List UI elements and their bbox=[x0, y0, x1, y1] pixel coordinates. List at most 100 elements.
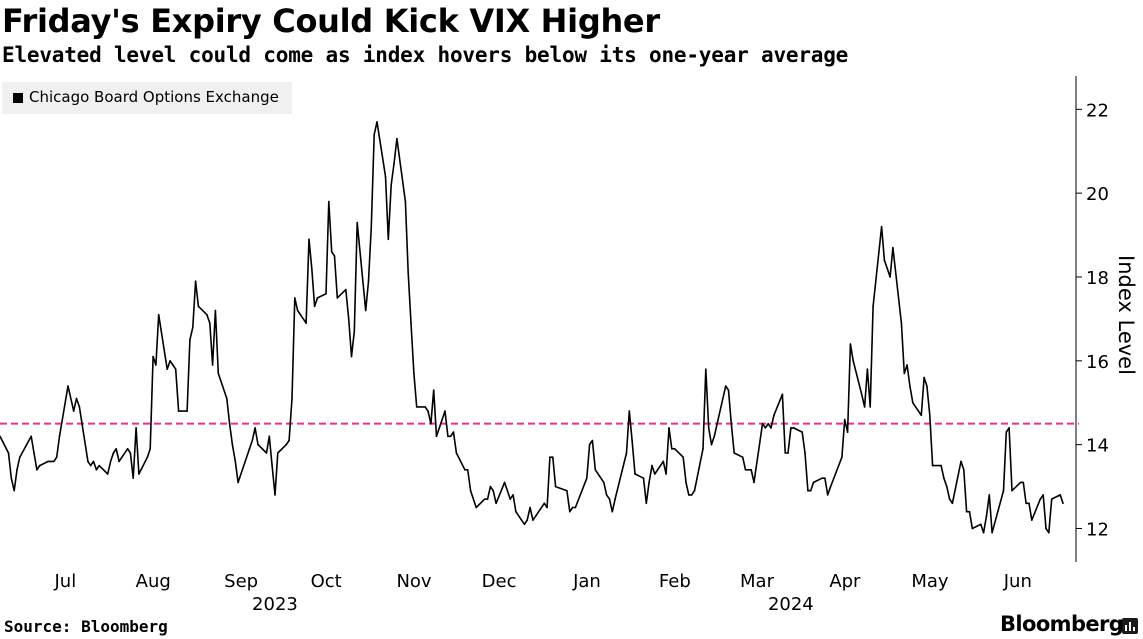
data-point bbox=[373, 133, 376, 136]
data-point bbox=[55, 456, 58, 459]
data-point bbox=[625, 452, 628, 454]
y-tick-label-22: 22 bbox=[1086, 100, 1109, 121]
data-point bbox=[271, 464, 273, 467]
data-point bbox=[526, 519, 528, 521]
data-point bbox=[1008, 427, 1010, 429]
source-note: Source: Bloomberg bbox=[4, 617, 168, 636]
data-point bbox=[608, 498, 611, 500]
data-point bbox=[72, 410, 75, 412]
data-point bbox=[860, 393, 863, 396]
data-point bbox=[129, 452, 132, 454]
data-point bbox=[988, 494, 991, 496]
data-point bbox=[982, 531, 985, 534]
data-point bbox=[194, 280, 197, 283]
data-point bbox=[804, 452, 806, 454]
data-point bbox=[251, 439, 254, 442]
data-point bbox=[466, 469, 469, 471]
data-point bbox=[705, 368, 707, 371]
data-point bbox=[733, 452, 735, 454]
legend: Chicago Board Options Exchange bbox=[2, 82, 292, 114]
x-tick-label-aug: Aug bbox=[136, 571, 171, 592]
data-point bbox=[308, 238, 310, 241]
data-point bbox=[951, 502, 954, 505]
data-point bbox=[980, 523, 982, 526]
x-tick-label-dec: Dec bbox=[482, 571, 517, 592]
data-point bbox=[651, 464, 653, 467]
data-point bbox=[554, 485, 557, 488]
data-point bbox=[744, 469, 747, 471]
data-point bbox=[291, 397, 293, 400]
data-point bbox=[503, 481, 506, 484]
data-point bbox=[50, 460, 52, 463]
data-point bbox=[257, 443, 259, 446]
data-point bbox=[0, 435, 1, 438]
data-point bbox=[268, 435, 271, 438]
data-point bbox=[552, 456, 554, 459]
data-point bbox=[909, 385, 911, 387]
data-point bbox=[790, 427, 792, 429]
data-point bbox=[330, 251, 333, 253]
data-point bbox=[189, 339, 191, 341]
data-point bbox=[807, 489, 809, 492]
data-point bbox=[960, 460, 962, 463]
data-point bbox=[336, 297, 339, 299]
data-point bbox=[475, 506, 478, 509]
data-point bbox=[430, 422, 432, 425]
data-point bbox=[846, 431, 849, 433]
data-point bbox=[965, 510, 968, 513]
data-point bbox=[449, 435, 452, 438]
data-point bbox=[447, 435, 449, 438]
data-point bbox=[237, 481, 239, 484]
data-point bbox=[435, 435, 438, 438]
data-point bbox=[730, 422, 733, 425]
data-point bbox=[432, 389, 435, 392]
x-tick-label-feb: Feb bbox=[659, 571, 691, 592]
data-point bbox=[946, 485, 948, 488]
data-point bbox=[285, 443, 288, 446]
data-point bbox=[157, 313, 160, 316]
data-point bbox=[1019, 481, 1022, 484]
data-point bbox=[33, 452, 35, 454]
data-point bbox=[58, 435, 61, 438]
data-point bbox=[506, 489, 509, 492]
data-point bbox=[152, 355, 154, 358]
data-point bbox=[452, 431, 455, 433]
data-point bbox=[16, 469, 18, 471]
data-point bbox=[1050, 498, 1053, 500]
data-point bbox=[353, 330, 356, 333]
data-point bbox=[821, 477, 823, 480]
data-point bbox=[843, 418, 846, 421]
data-point bbox=[574, 506, 577, 509]
data-point bbox=[172, 364, 174, 366]
data-point bbox=[784, 452, 786, 454]
data-point bbox=[197, 305, 200, 308]
data-point bbox=[971, 527, 974, 530]
data-point bbox=[931, 464, 934, 467]
data-point bbox=[254, 427, 256, 429]
data-point bbox=[903, 372, 906, 375]
data-point bbox=[13, 489, 15, 492]
data-point bbox=[671, 448, 673, 450]
data-point bbox=[920, 414, 923, 417]
x-tick-label-apr: Apr bbox=[829, 571, 861, 592]
data-point bbox=[112, 452, 115, 454]
data-point bbox=[642, 477, 645, 480]
x-tick-label-jun: Jun bbox=[1003, 571, 1032, 592]
data-point bbox=[943, 477, 945, 480]
data-point bbox=[345, 288, 347, 291]
data-point bbox=[747, 469, 750, 471]
data-point bbox=[424, 406, 427, 408]
data-point bbox=[591, 439, 594, 442]
data-point bbox=[767, 422, 769, 425]
data-point bbox=[1005, 431, 1008, 433]
data-point bbox=[489, 485, 492, 488]
legend-label: Chicago Board Options Exchange bbox=[29, 88, 279, 106]
data-point bbox=[265, 452, 268, 454]
data-point bbox=[155, 364, 157, 366]
data-point bbox=[866, 368, 869, 371]
data-point bbox=[1025, 502, 1027, 505]
data-point bbox=[824, 477, 826, 480]
y-axis-label: Index Level bbox=[1114, 255, 1138, 375]
data-point bbox=[87, 460, 89, 463]
